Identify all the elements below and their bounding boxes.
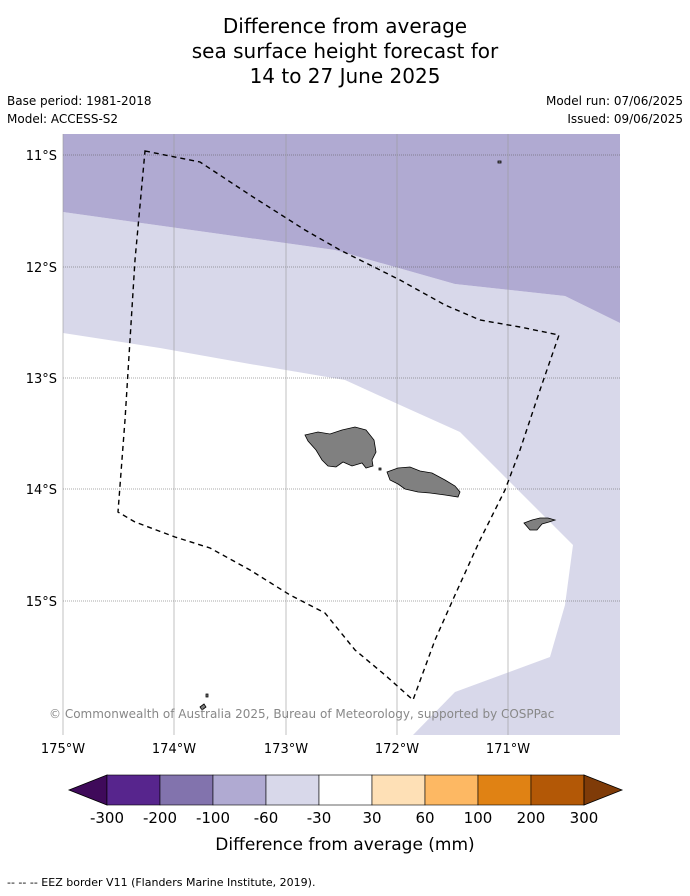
rose-atoll (199, 703, 207, 711)
colorbar-tick-label: -100 (196, 809, 230, 827)
colorbar-tick-label: 30 (362, 809, 381, 827)
colorbar-tick-label: 200 (517, 809, 546, 827)
title-line-3: 14 to 27 June 2025 (249, 64, 441, 88)
colorbar-tick-label: -200 (143, 809, 177, 827)
model-label: Model: ACCESS-S2 (7, 112, 119, 126)
eez-legend-note: -- -- -- EEZ border V11 (Flanders Marine… (7, 876, 316, 889)
anomaly-field (63, 134, 620, 735)
colorbar-segment (477, 774, 532, 806)
colorbar-title: Difference from average (mm) (215, 835, 474, 855)
manono-islet (378, 467, 382, 471)
title-line-2: sea surface height forecast for (191, 39, 499, 63)
anomaly-region-minus-100 (63, 134, 620, 323)
savaii-island (304, 426, 377, 469)
base-period-label: Base period: 1981-2018 (7, 94, 152, 108)
lon-label-174w: 174°W (152, 742, 196, 757)
small-islet (205, 693, 209, 698)
colorbar-tick-label: 60 (415, 809, 434, 827)
colorbar-segment (265, 774, 320, 806)
lat-label-14s: 14°S (26, 483, 57, 498)
colorbar-tick-label: -30 (307, 809, 332, 827)
land (199, 160, 557, 711)
eez-border (117, 150, 560, 702)
lon-label-171w: 171°W (486, 742, 530, 757)
lon-label-173w: 173°W (264, 742, 308, 757)
issued-label: Issued: 09/06/2025 (567, 112, 683, 126)
colorbar-segment (371, 774, 426, 806)
colorbar-extend-high (583, 774, 624, 806)
map-title: Difference from average sea surface heig… (0, 14, 690, 89)
colorbar-segment (212, 774, 267, 806)
lon-label-175w: 175°W (41, 742, 85, 757)
forecast-map: © Commonwealth of Australia 2025, Bureau… (26, 134, 624, 855)
lat-label-11s: 11°S (26, 149, 57, 164)
colorbar: -300 -200 -100 -60 -30 30 60 100 200 300 (67, 774, 624, 827)
copyright-notice: © Commonwealth of Australia 2025, Bureau… (49, 707, 554, 721)
colorbar-tick-label: -60 (254, 809, 279, 827)
anomaly-region-minus-60 (63, 212, 620, 735)
title-line-1: Difference from average (222, 14, 468, 38)
colorbar-extend-low (67, 774, 108, 806)
colorbar-segment (530, 774, 585, 806)
lat-label-15s: 15°S (26, 595, 57, 610)
swains-islet (497, 160, 502, 164)
colorbar-segment (159, 774, 214, 806)
colorbar-tick-label: 300 (570, 809, 599, 827)
graticule (62, 134, 620, 735)
lon-label-172w: 172°W (375, 742, 419, 757)
colorbar-segment (424, 774, 479, 806)
lat-label-12s: 12°S (26, 261, 57, 276)
longitude-labels: 175°W 174°W 173°W 172°W 171°W (41, 742, 530, 757)
colorbar-segment (318, 774, 373, 806)
model-run-label: Model run: 07/06/2025 (545, 94, 683, 108)
colorbar-tick-label: 100 (464, 809, 493, 827)
upolu-island (386, 466, 461, 498)
latitude-labels: 11°S 12°S 13°S 14°S 15°S (26, 149, 57, 610)
colorbar-segment (106, 774, 161, 806)
lat-label-13s: 13°S (26, 372, 57, 387)
colorbar-tick-label: -300 (90, 809, 124, 827)
tutuila-island (523, 517, 557, 531)
